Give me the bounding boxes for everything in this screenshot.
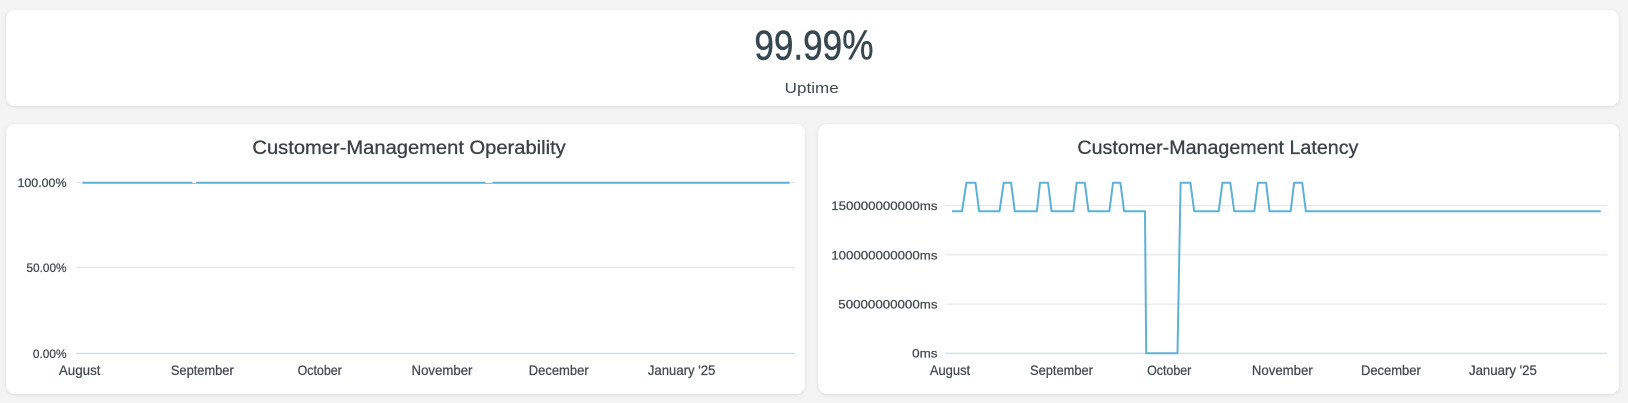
svg-text:January '25: January '25 [1469,362,1537,378]
svg-text:50.00%: 50.00% [27,261,67,275]
svg-text:50000000000ms: 50000000000ms [838,298,937,312]
svg-text:Customer-Management Latency: Customer-Management Latency [1077,138,1359,159]
svg-text:October: October [1147,362,1191,378]
svg-text:November: November [412,362,473,378]
svg-text:99.99%: 99.99% [754,22,873,69]
svg-text:100000000000ms: 100000000000ms [831,248,937,262]
svg-text:December: December [1361,362,1421,378]
svg-text:September: September [1030,362,1093,378]
svg-text:0.00%: 0.00% [33,347,67,361]
svg-text:Uptime: Uptime [785,80,839,97]
svg-text:December: December [529,362,589,378]
svg-text:January '25: January '25 [648,362,716,378]
svg-text:August: August [59,362,101,378]
svg-text:Customer-Management Operabilit: Customer-Management Operability [252,138,566,159]
svg-text:August: August [930,362,970,378]
svg-text:100.00%: 100.00% [18,176,67,190]
svg-text:October: October [298,362,342,378]
svg-text:November: November [1252,362,1313,378]
svg-text:0ms: 0ms [912,347,937,361]
svg-text:150000000000ms: 150000000000ms [831,199,937,213]
svg-text:September: September [171,362,234,378]
